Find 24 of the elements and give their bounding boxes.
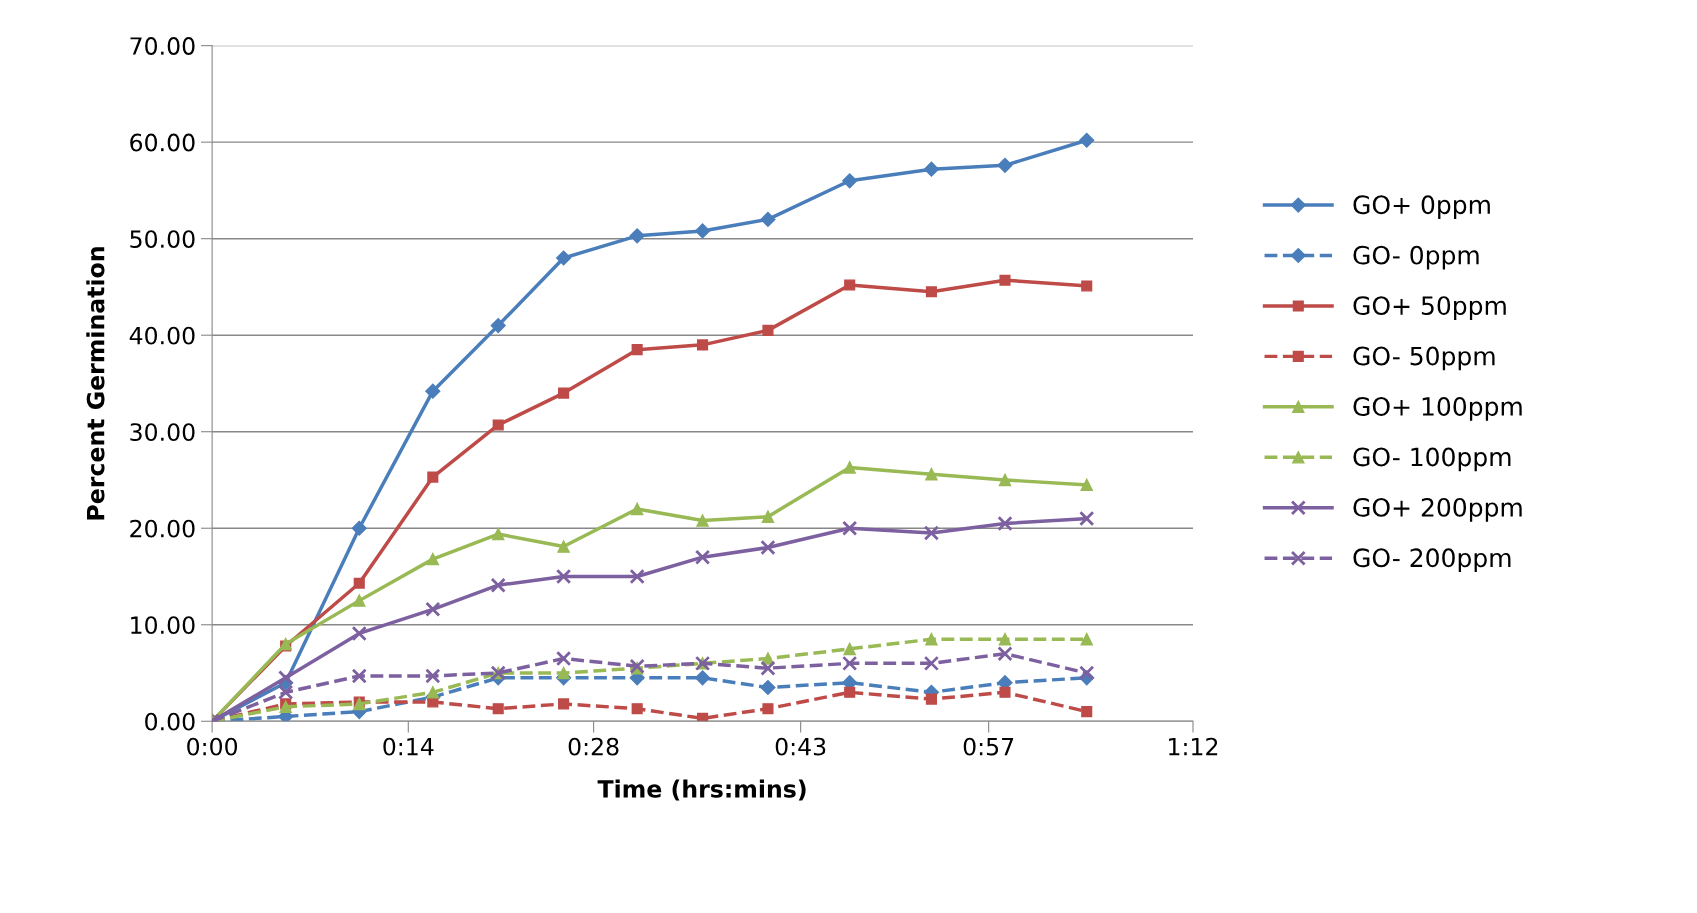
y-tick-label: 20.00 [130, 519, 195, 538]
x-tick-label: 0:28 [568, 737, 619, 756]
y-tick-label: 30.00 [130, 423, 195, 442]
legend-label: GO- 50ppm [1353, 346, 1495, 371]
legend-label: GO+ 200ppm [1353, 497, 1522, 522]
legend-label: GO- 100ppm [1353, 447, 1511, 472]
y-tick-label: 10.00 [131, 616, 195, 635]
legend-label: GO+ 0ppm [1353, 195, 1490, 219]
y-tick-label: 40.00 [129, 326, 195, 345]
x-tick-label: 0:00 [187, 737, 238, 756]
y-tick-label: 0.00 [145, 712, 195, 731]
legend-label: GO- 200ppm [1353, 548, 1511, 573]
y-tick-label: 70.00 [130, 37, 195, 55]
x-tick-label: 0:43 [775, 737, 826, 756]
x-tick-label: 1:12 [1169, 737, 1218, 756]
x-tick-label: 0:57 [963, 737, 1014, 756]
y-tick-label: 50.00 [130, 230, 195, 248]
legend-label: GO- 0ppm [1353, 245, 1479, 270]
y-tick-label: 60.00 [130, 133, 195, 152]
y-axis-title: Percent Germination [86, 247, 105, 520]
x-axis-title: Time (hrs:mins) [597, 779, 806, 801]
x-tick-label: 0:14 [383, 737, 434, 756]
legend-label: GO+ 100ppm [1353, 397, 1522, 421]
legend-label: GO+ 50ppm [1353, 296, 1506, 320]
